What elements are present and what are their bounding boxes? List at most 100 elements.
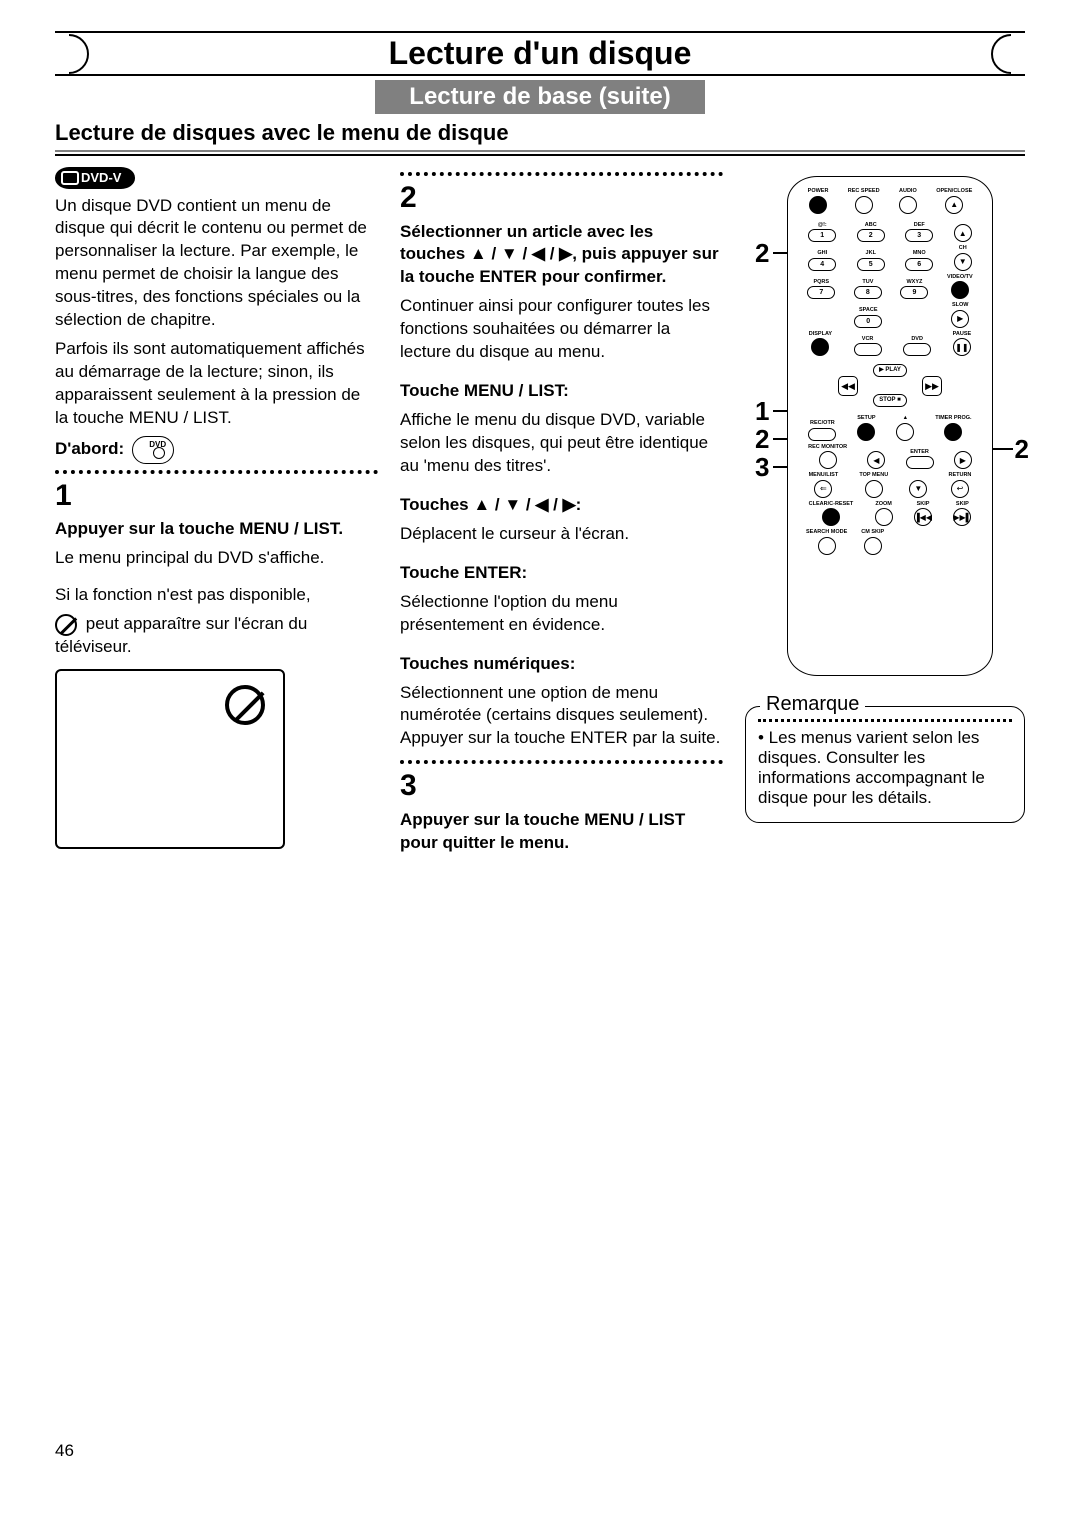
arrows-heading: Touches ▲ / ▼ / ◀ / ▶:	[400, 494, 723, 517]
callout-1: 1	[755, 396, 769, 427]
remote-button: ❚❚	[953, 338, 971, 356]
remote-button	[875, 508, 893, 526]
remote-right-button: ▶	[954, 451, 972, 469]
remote-label: SPACE	[859, 308, 878, 314]
numeric-heading: Touches numériques:	[400, 653, 723, 676]
remote-power-button	[809, 196, 827, 214]
step-1-title: Appuyer sur la touche MENU / LIST.	[55, 518, 378, 541]
remote-forward-button: ▶▶	[922, 376, 942, 396]
remote-label: DISPLAY	[809, 332, 832, 338]
page-title: Lecture d'un disque	[55, 31, 1025, 76]
remote-label: DVD	[911, 337, 923, 343]
remote-button: ▲	[945, 196, 963, 214]
remote-dpad: ▶ PLAY STOP ■ ◀◀ ▶▶	[830, 360, 950, 412]
column-left: DVD-V Un disque DVD contient un menu de …	[55, 166, 378, 849]
remote-label: AUDIO	[899, 189, 917, 195]
remote-button	[818, 537, 836, 555]
remote-label: CLEAR/C-RESET	[809, 502, 854, 508]
step-2-body: Continuer ainsi pour configurer toutes l…	[400, 295, 723, 364]
remote-button	[854, 343, 882, 356]
remote-label: WXYZ	[906, 280, 922, 286]
remote-num-button: 2	[857, 229, 885, 242]
remote-label: SKIP	[917, 502, 930, 508]
step-1-body-2a: Si la fonction n'est pas disponible,	[55, 584, 378, 607]
dotted-separator	[400, 172, 723, 176]
enter-body: Sélectionne l'option du menu présentemen…	[400, 591, 723, 637]
remote-label: PQRS	[813, 280, 829, 286]
remote-label: PAUSE	[953, 332, 972, 338]
remote-label: SLOW	[952, 303, 969, 309]
remote-label: VIDEO/TV	[947, 275, 973, 281]
remote-button: ⇐	[814, 480, 832, 498]
remote-enter-button	[906, 456, 934, 469]
remote-num-button: 9	[900, 286, 928, 299]
dotted-separator	[400, 760, 723, 764]
remote-button: ↩	[951, 480, 969, 498]
remote-num-button: 8	[854, 286, 882, 299]
remote-label: SEARCH MODE	[806, 530, 847, 536]
step-1-body: Le menu principal du DVD s'affiche.	[55, 547, 378, 570]
callout-2-top: 2	[755, 238, 769, 269]
remote-button	[819, 451, 837, 469]
remote-label: CM SKIP	[861, 530, 884, 536]
remote-button: ▐◀◀	[914, 508, 932, 526]
remote-button	[899, 196, 917, 214]
remote-button	[811, 338, 829, 356]
callout-2-right: 2	[1015, 434, 1029, 465]
remote-ch-down: ▼	[954, 253, 972, 271]
menu-list-heading: Touche MENU / LIST:	[400, 380, 723, 403]
arrows-body: Déplacent le curseur à l'écran.	[400, 523, 723, 546]
dotted-separator	[55, 470, 378, 474]
remote-button	[822, 508, 840, 526]
remote-button	[903, 343, 931, 356]
remote-num-button: 6	[905, 258, 933, 271]
content-columns: DVD-V Un disque DVD contient un menu de …	[55, 166, 1025, 861]
step-3-title: Appuyer sur la touche MENU / LIST pour q…	[400, 809, 723, 855]
step-2-number: 2	[400, 178, 723, 219]
enter-heading: Touche ENTER:	[400, 562, 723, 585]
remote-label: RETURN	[948, 473, 971, 479]
numeric-body: Sélectionnent une option de menu numérot…	[400, 682, 723, 751]
section-title: Lecture de disques avec le menu de disqu…	[55, 120, 1025, 152]
remote-button: ▶▶▌	[953, 508, 971, 526]
remote-play-button: ▶ PLAY	[873, 364, 907, 377]
column-right: 1 2 3 2 2 POWER REC SPEED AUDIO OPEN/CLO…	[745, 166, 1025, 823]
note-body: • Les menus varient selon les disques. C…	[758, 728, 1012, 808]
remote-label: POWER	[808, 189, 829, 195]
remote-button	[808, 428, 836, 441]
remote-button	[951, 281, 969, 299]
remote-label	[962, 218, 964, 224]
remote-button: ▶	[951, 310, 969, 328]
step-3-number: 3	[400, 766, 723, 807]
dabord-label: D'abord:	[55, 438, 124, 461]
hand-dvd-icon	[132, 436, 174, 464]
prohibit-icon-small	[55, 614, 77, 636]
remote-label: SETUP	[857, 416, 875, 422]
step-2-title: Sélectionner un article avec les touches…	[400, 221, 723, 290]
remote-label: OPEN/CLOSE	[936, 189, 972, 195]
remote-label: REC/OTR	[810, 421, 835, 427]
header-banner: Lecture d'un disque	[55, 30, 1025, 76]
remote-label: TUV	[862, 280, 873, 286]
remote-num-button: 3	[905, 229, 933, 242]
remote-button	[944, 423, 962, 441]
remote-label: REC SPEED	[848, 189, 880, 195]
remote-label: MENU/LIST	[809, 473, 839, 479]
step-1-body-2b: peut apparaître sur l'écran du téléviseu…	[55, 613, 378, 659]
remote-label: JKL	[866, 251, 876, 257]
remote-ch-up: ▲	[954, 224, 972, 242]
menu-list-body: Affiche le menu du disque DVD, variable …	[400, 409, 723, 478]
remote-up-button	[896, 423, 914, 441]
remote-label: SKIP	[956, 502, 969, 508]
remote-label: VCR	[862, 337, 874, 343]
remote-stop-button: STOP ■	[873, 394, 907, 407]
remote-label: ▲	[903, 416, 908, 422]
note-title: Remarque	[760, 693, 865, 716]
remote-num-button: 4	[808, 258, 836, 271]
prohibit-text: peut apparaître sur l'écran du téléviseu…	[55, 614, 307, 656]
intro-paragraph-2: Parfois ils sont automatiquement affiché…	[55, 338, 378, 430]
remote-num-button: 1	[808, 229, 836, 242]
remote-num-button: 5	[857, 258, 885, 271]
dvdv-badge: DVD-V	[55, 167, 135, 189]
section-underline	[55, 154, 1025, 156]
